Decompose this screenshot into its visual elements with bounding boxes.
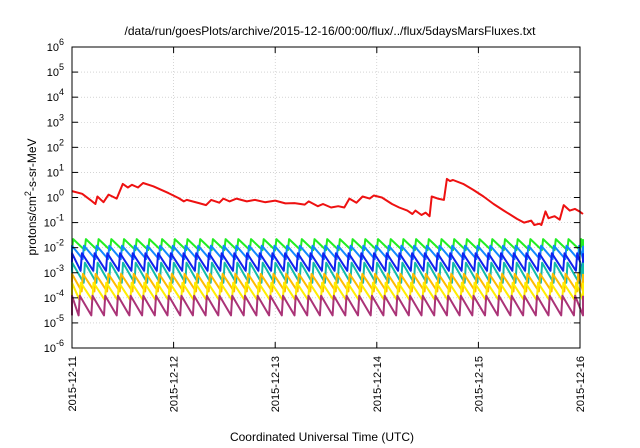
- x-tick-label: 2015-12-13: [270, 356, 282, 412]
- series-line-3: [71, 252, 584, 272]
- x-tick-label: 2015-12-11: [67, 356, 79, 411]
- x-axis-label: Coordinated Universal Time (UTC): [230, 430, 414, 444]
- series-line-7: [71, 294, 584, 317]
- y-tick-label: 106: [47, 37, 64, 54]
- data-series: [71, 177, 584, 317]
- y-tick-label: 10-5: [44, 313, 64, 330]
- grid-lines: [72, 47, 580, 348]
- y-tick-label: 103: [47, 112, 64, 129]
- y-tick-label: 10-6: [44, 338, 64, 355]
- series-line-0: [71, 177, 584, 226]
- y-tick-label: 10-3: [44, 263, 64, 280]
- y-axis-label: protons/cm2-s-sr-MeV: [23, 138, 39, 255]
- x-tick-label: 2015-12-15: [473, 356, 485, 412]
- y-tick-label: 102: [47, 137, 64, 154]
- y-tick-label: 105: [47, 62, 64, 79]
- x-tick-label: 2015-12-14: [372, 356, 384, 412]
- y-tick-label: 10-4: [44, 288, 64, 305]
- x-axis-ticks: 2015-12-11 2015-12-12 2015-12-13 2015-12-14…: [67, 47, 587, 412]
- x-tick-label: 2015-12-12: [169, 356, 181, 412]
- y-axis-ticks: 10-6 10-5 10-4 10-3 10-2 10-1 100 101 102 103 104 1…: [44, 37, 580, 355]
- y-tick-label: 101: [47, 162, 64, 179]
- x-tick-label: 2015-12-16: [575, 356, 587, 412]
- y-tick-label: 104: [47, 87, 64, 104]
- series-line-6: [71, 281, 584, 302]
- chart-title: /data/run/goesPlots/archive/2015-12-16/0…: [125, 24, 537, 38]
- y-tick-label: 100: [47, 188, 64, 205]
- y-tick-label: 10-1: [44, 213, 64, 230]
- y-tick-label: 10-2: [44, 238, 64, 255]
